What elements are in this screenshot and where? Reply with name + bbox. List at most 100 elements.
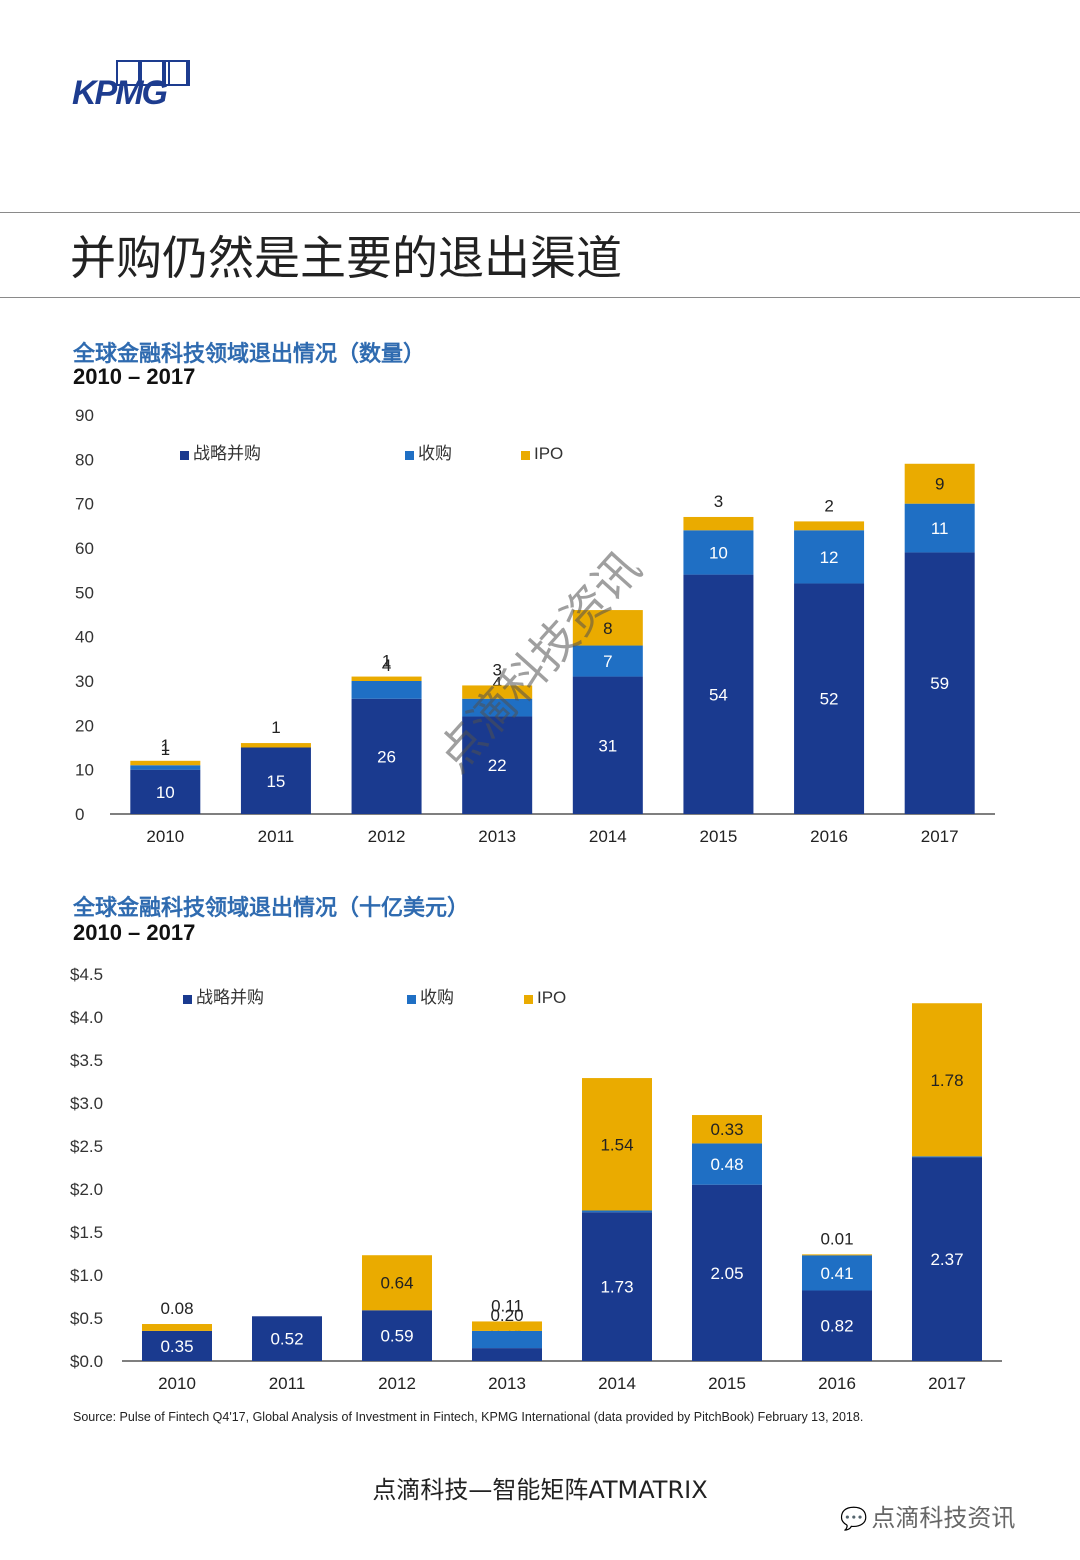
data-label: 7 <box>603 652 612 671</box>
wechat-account: 💬 点滴科技资讯 <box>840 1498 1015 1533</box>
data-label: 3 <box>714 492 723 511</box>
data-label: 2 <box>824 496 833 515</box>
bar-segment <box>683 574 754 814</box>
y-tick-label: 60 <box>75 539 94 558</box>
data-label: 1 <box>271 718 280 737</box>
bar-segment <box>142 1324 212 1331</box>
bar-segment <box>912 1156 982 1158</box>
logo-box <box>168 60 190 86</box>
bar-segment <box>802 1254 872 1256</box>
x-tick-label: 2016 <box>810 827 848 846</box>
data-label: 22 <box>488 756 507 775</box>
bar-segment <box>794 530 865 584</box>
legend-label: 收购 <box>418 444 452 463</box>
logo-text: KPMG <box>72 74 168 112</box>
bar-segment <box>904 552 975 814</box>
data-label: 0.52 <box>270 1330 303 1349</box>
data-label: 0.11 <box>491 1296 523 1315</box>
y-tick-label: $4.0 <box>70 1008 103 1027</box>
y-tick-label: $3.0 <box>70 1094 103 1113</box>
data-label: 0.64 <box>380 1274 413 1293</box>
data-label: 0.41 <box>820 1264 853 1283</box>
legend-swatch <box>524 995 533 1004</box>
bar-segment <box>351 676 422 681</box>
bar-segment <box>794 583 865 814</box>
bar-segment <box>912 1003 982 1157</box>
y-tick-label: 30 <box>75 672 94 691</box>
data-label: 1 <box>161 736 170 755</box>
bar-segment <box>240 743 311 748</box>
data-label: 54 <box>709 685 728 704</box>
data-label: 0.20 <box>490 1306 523 1325</box>
chart2-plot: $0.0 $0.5 $1.0 $1.5 $2.0 $2.5 $3.0 $3.5 $4.0 $4.5… <box>70 965 1002 1393</box>
bar-segment <box>142 1330 212 1361</box>
chart2-title: 全球金融科技领域退出情况（十亿美元） <box>73 896 470 921</box>
bar-segment <box>130 760 201 766</box>
y-tick-label: 40 <box>75 628 94 647</box>
logo-box <box>140 60 164 86</box>
y-tick-label: 70 <box>75 495 94 514</box>
legend-label: 战略并购 <box>196 988 264 1007</box>
data-label: 12 <box>820 548 839 567</box>
bar-segment <box>904 503 975 553</box>
y-tick-label: 10 <box>75 761 94 780</box>
bar-segment <box>462 716 533 814</box>
legend-swatch <box>183 995 192 1004</box>
data-label: 0.82 <box>820 1317 853 1336</box>
data-label: 2.37 <box>930 1250 963 1269</box>
y-tick-label: $1.5 <box>70 1223 103 1242</box>
x-tick-label: 2015 <box>700 827 738 846</box>
bar-segment <box>572 676 643 814</box>
x-tick-label: 2017 <box>928 1374 966 1393</box>
page-title: 并购仍然是主要的退出渠道 <box>70 231 622 285</box>
bar-segment <box>462 698 533 717</box>
bar-segment <box>904 463 975 504</box>
data-label: 1.73 <box>600 1278 633 1297</box>
x-tick-label: 2010 <box>146 827 184 846</box>
title-rule <box>0 297 1080 298</box>
legend-swatch <box>405 451 414 460</box>
chart1-subtitle: 2010 – 2017 <box>73 364 196 389</box>
data-label: 1 <box>161 740 170 759</box>
x-tick-label: 2011 <box>269 1374 306 1393</box>
data-label: 0.48 <box>710 1155 743 1174</box>
bar-segment <box>252 1316 322 1361</box>
data-label: 2.05 <box>710 1264 743 1283</box>
x-tick-label: 2015 <box>708 1374 746 1393</box>
y-tick-label: $4.5 <box>70 965 103 984</box>
bar-segment <box>572 645 643 677</box>
y-tick-label: $2.5 <box>70 1137 103 1156</box>
x-tick-label: 2011 <box>258 827 295 846</box>
bar-segment <box>692 1184 762 1361</box>
x-tick-label: 2012 <box>368 827 406 846</box>
bar-segment <box>130 765 201 770</box>
chart1-title: 全球金融科技领域退出情况（数量） <box>73 342 426 367</box>
bar-segment <box>472 1330 542 1349</box>
data-label: 52 <box>820 690 839 709</box>
bar-segment <box>582 1212 652 1361</box>
y-tick-label: 0 <box>75 805 84 824</box>
bar-segment <box>683 530 754 575</box>
data-label: 1.54 <box>600 1135 633 1154</box>
bar-segment <box>130 769 201 814</box>
bar-segment <box>472 1348 542 1361</box>
data-label: 1 <box>382 652 391 671</box>
data-label: 8 <box>603 619 612 638</box>
kpmg-logo: KPMG <box>72 60 192 112</box>
chart2-subtitle: 2010 – 2017 <box>73 920 196 945</box>
x-tick-label: 2014 <box>598 1374 636 1393</box>
data-label: 9 <box>935 475 944 494</box>
data-label: 0.35 <box>160 1337 193 1356</box>
y-tick-label: $0.5 <box>70 1309 103 1328</box>
bar-segment <box>362 1310 432 1361</box>
bar-segment <box>240 747 311 814</box>
bar-segment <box>351 681 422 699</box>
x-tick-label: 2012 <box>378 1374 416 1393</box>
bar-segment <box>582 1078 652 1211</box>
bar-segment <box>683 516 754 531</box>
data-label: 31 <box>598 736 617 755</box>
bar-segment <box>692 1115 762 1144</box>
data-label: 4 <box>382 656 391 675</box>
data-label: 1.78 <box>930 1071 963 1090</box>
y-tick-label: $0.0 <box>70 1352 103 1371</box>
